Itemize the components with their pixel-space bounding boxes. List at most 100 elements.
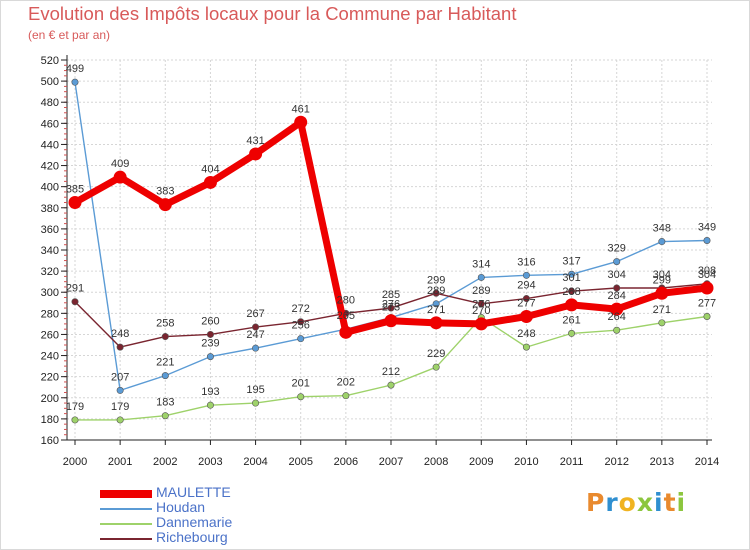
legend-swatch <box>100 523 152 525</box>
data-label: 461 <box>292 103 310 115</box>
data-point <box>565 298 579 312</box>
logo-letter: P <box>586 488 606 517</box>
data-point <box>613 326 621 334</box>
data-point <box>342 392 350 400</box>
y-tick-label: 360 <box>41 224 59 236</box>
data-point <box>71 298 79 306</box>
x-tick-label: 2013 <box>650 456 674 468</box>
data-label: 301 <box>562 272 580 284</box>
data-point <box>610 302 624 316</box>
data-point <box>522 343 530 351</box>
data-point <box>297 335 305 343</box>
data-label: 316 <box>517 256 535 268</box>
data-label: 229 <box>427 348 445 360</box>
data-label: 270 <box>472 305 490 317</box>
data-label: 212 <box>382 366 400 378</box>
data-point <box>206 353 214 361</box>
y-tick-label: 260 <box>41 329 59 341</box>
data-label: 258 <box>156 318 174 330</box>
data-point <box>297 393 305 401</box>
data-point <box>68 196 82 209</box>
data-label: 304 <box>608 269 626 281</box>
data-point <box>161 372 169 380</box>
data-label: 288 <box>562 286 580 298</box>
data-point <box>158 198 172 212</box>
legend-swatch <box>100 508 152 510</box>
y-tick-label: 320 <box>41 266 59 278</box>
data-point <box>252 399 260 407</box>
data-point <box>206 330 214 338</box>
data-label: 499 <box>66 63 84 75</box>
logo-letter: r <box>605 488 619 517</box>
data-label: 404 <box>201 163 219 175</box>
data-point <box>387 381 395 389</box>
data-point <box>655 286 669 300</box>
data-label: 304 <box>653 269 671 281</box>
data-point <box>474 317 488 331</box>
x-tick-label: 2000 <box>63 456 87 468</box>
data-label: 308 <box>698 265 716 277</box>
y-tick-label: 420 <box>41 161 59 173</box>
x-tick-label: 2009 <box>469 456 493 468</box>
data-label: 277 <box>517 298 535 310</box>
y-tick-label: 520 <box>41 55 59 67</box>
data-point <box>339 325 353 339</box>
data-label: 289 <box>427 285 445 297</box>
data-label: 291 <box>66 283 84 295</box>
data-label: 207 <box>111 371 129 383</box>
data-label: 261 <box>562 314 580 326</box>
data-label: 349 <box>698 222 716 234</box>
data-point <box>71 78 79 86</box>
data-point <box>113 170 127 184</box>
data-label: 248 <box>517 328 535 340</box>
proxiti-logo: Proxiti <box>586 488 686 517</box>
data-label: 294 <box>517 280 535 292</box>
y-tick-label: 440 <box>41 139 59 151</box>
data-point <box>116 416 124 424</box>
data-label: 221 <box>156 357 174 369</box>
y-tick-label: 500 <box>41 76 59 88</box>
data-label: 271 <box>653 304 671 316</box>
chart-subtitle: (en € et par an) <box>28 28 111 42</box>
data-label: 256 <box>292 320 310 332</box>
data-label: 260 <box>201 315 219 327</box>
data-label: 201 <box>292 378 310 390</box>
data-label: 195 <box>246 384 264 396</box>
logo-letter: x <box>636 488 654 517</box>
data-label: 183 <box>156 397 174 409</box>
data-label: 273 <box>382 302 400 314</box>
x-tick-label: 2007 <box>379 456 403 468</box>
data-point <box>384 314 398 328</box>
data-point <box>522 271 530 279</box>
x-tick-label: 2008 <box>424 456 448 468</box>
legend-label: MAULETTE <box>156 484 231 500</box>
data-label: 276 <box>472 299 490 311</box>
data-label: 179 <box>111 401 129 413</box>
data-point <box>613 258 621 266</box>
data-point <box>116 386 124 394</box>
data-point <box>432 300 440 308</box>
data-point <box>658 238 666 246</box>
data-label: 280 <box>337 294 355 306</box>
legend-label: Dannemarie <box>156 514 233 530</box>
data-point <box>703 312 711 320</box>
logo-letter: o <box>618 488 637 517</box>
data-point <box>658 319 666 327</box>
legend-label: Richebourg <box>156 529 228 545</box>
data-point <box>252 344 260 352</box>
y-tick-label: 400 <box>41 182 59 194</box>
data-point <box>203 175 217 189</box>
y-tick-label: 200 <box>41 393 59 405</box>
data-point <box>568 329 576 337</box>
data-label: 277 <box>698 298 716 310</box>
data-label: 289 <box>472 285 490 297</box>
data-label: 314 <box>472 258 490 270</box>
data-point <box>477 273 485 281</box>
y-tick-label: 280 <box>41 308 59 320</box>
data-point <box>432 289 440 297</box>
data-label: 248 <box>111 328 129 340</box>
data-point <box>387 304 395 312</box>
x-tick-label: 2012 <box>604 456 628 468</box>
y-tick-label: 380 <box>41 203 59 215</box>
data-label: 272 <box>292 303 310 315</box>
